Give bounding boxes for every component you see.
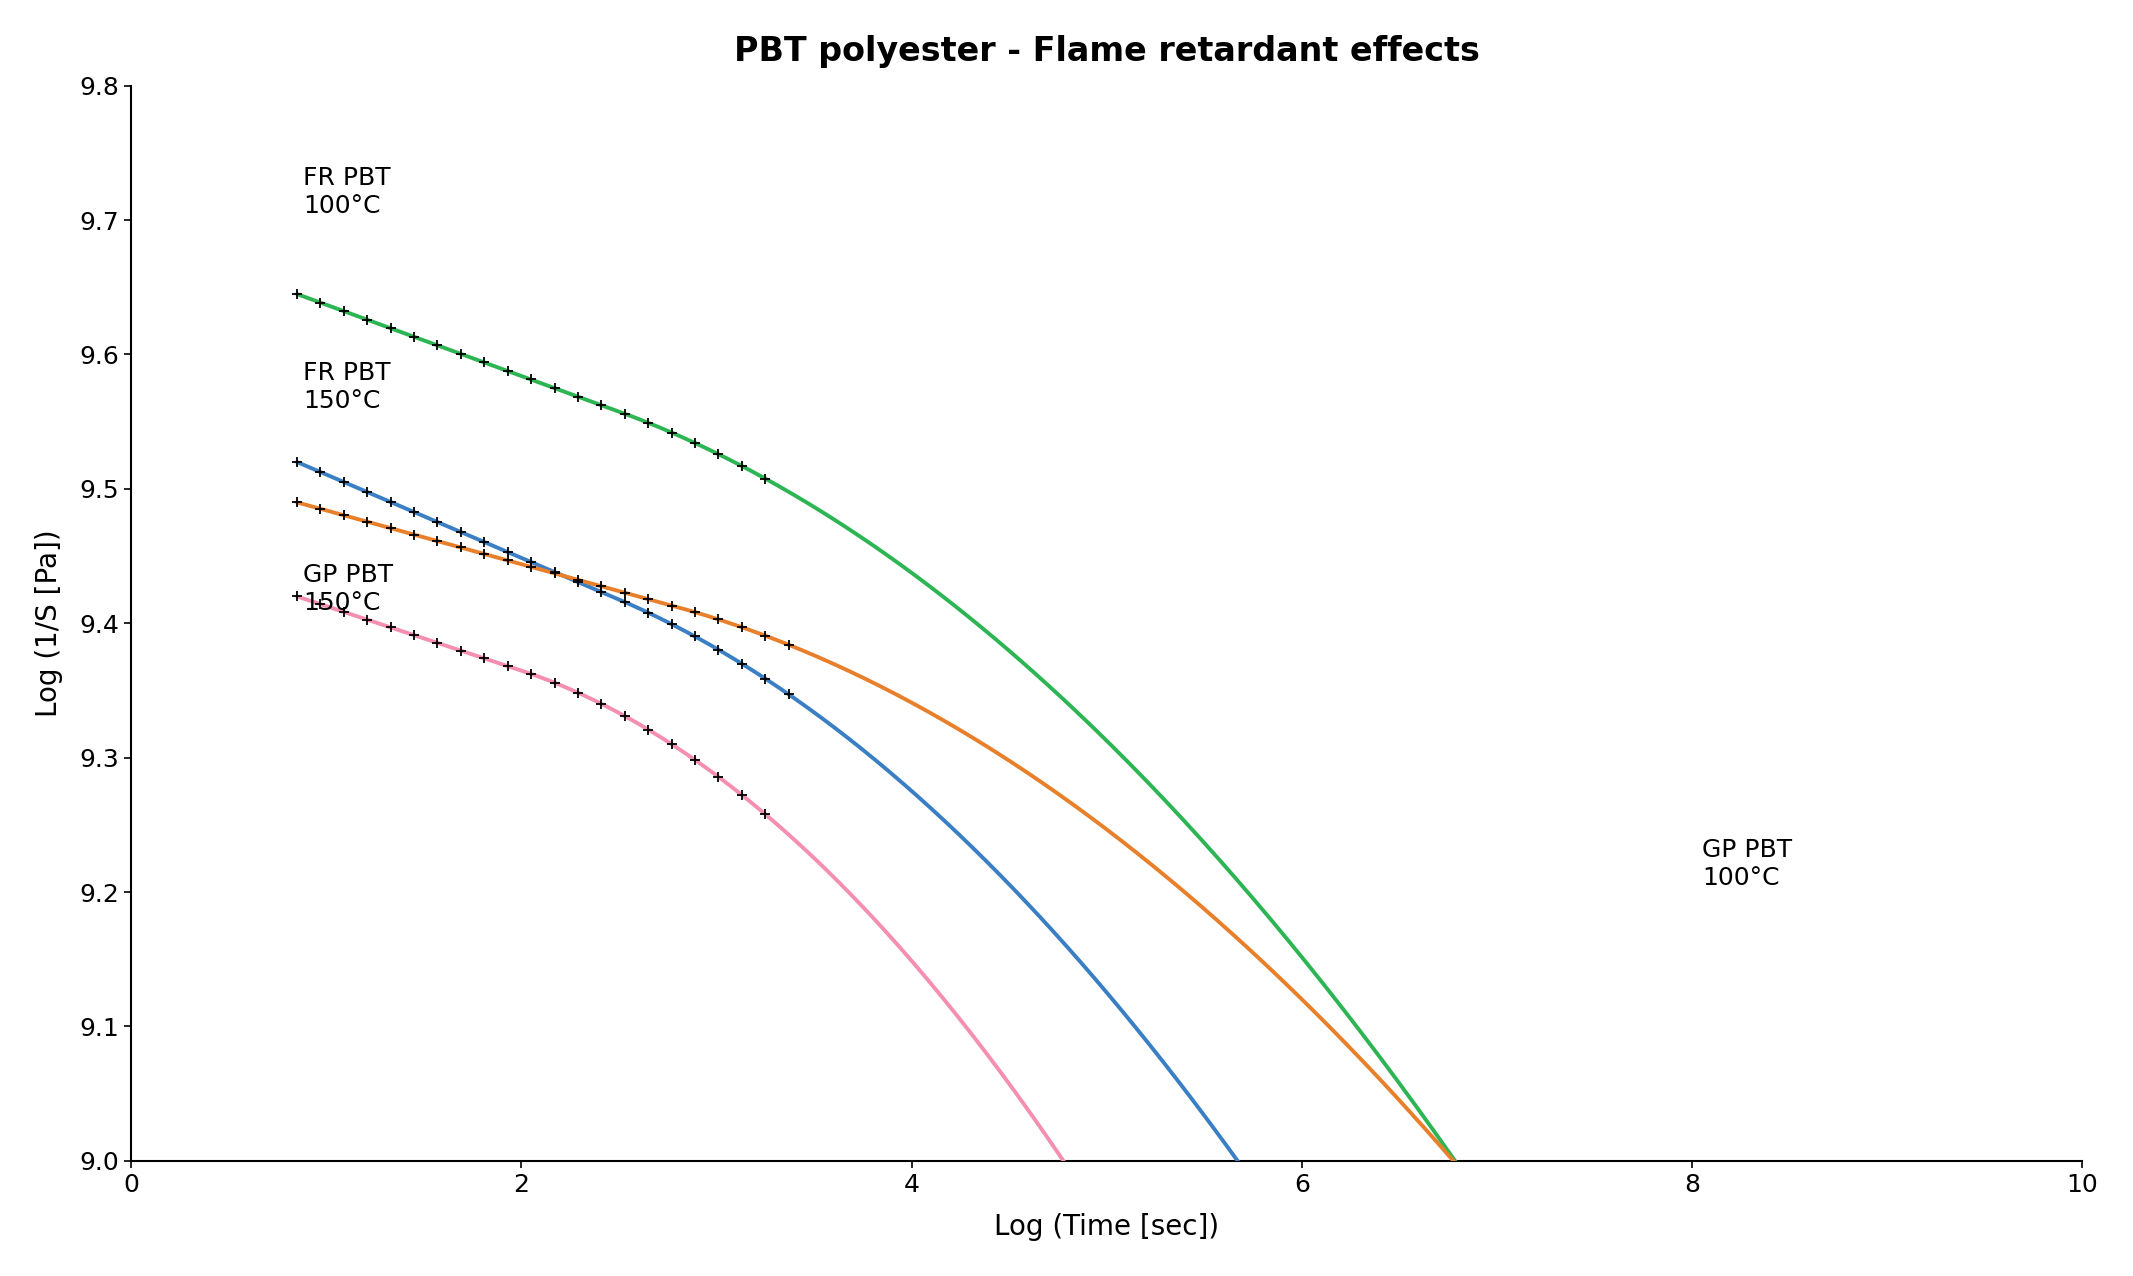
Text: FR PBT
150°C: FR PBT 150°C xyxy=(303,361,390,413)
Text: GP PBT
100°C: GP PBT 100°C xyxy=(1702,838,1792,891)
Text: GP PBT
150°C: GP PBT 150°C xyxy=(303,563,392,615)
Y-axis label: Log (1/S [Pa]): Log (1/S [Pa]) xyxy=(34,530,62,717)
Text: FR PBT
100°C: FR PBT 100°C xyxy=(303,166,390,218)
Title: PBT polyester - Flame retardant effects: PBT polyester - Flame retardant effects xyxy=(734,34,1480,68)
X-axis label: Log (Time [sec]): Log (Time [sec]) xyxy=(994,1213,1220,1242)
